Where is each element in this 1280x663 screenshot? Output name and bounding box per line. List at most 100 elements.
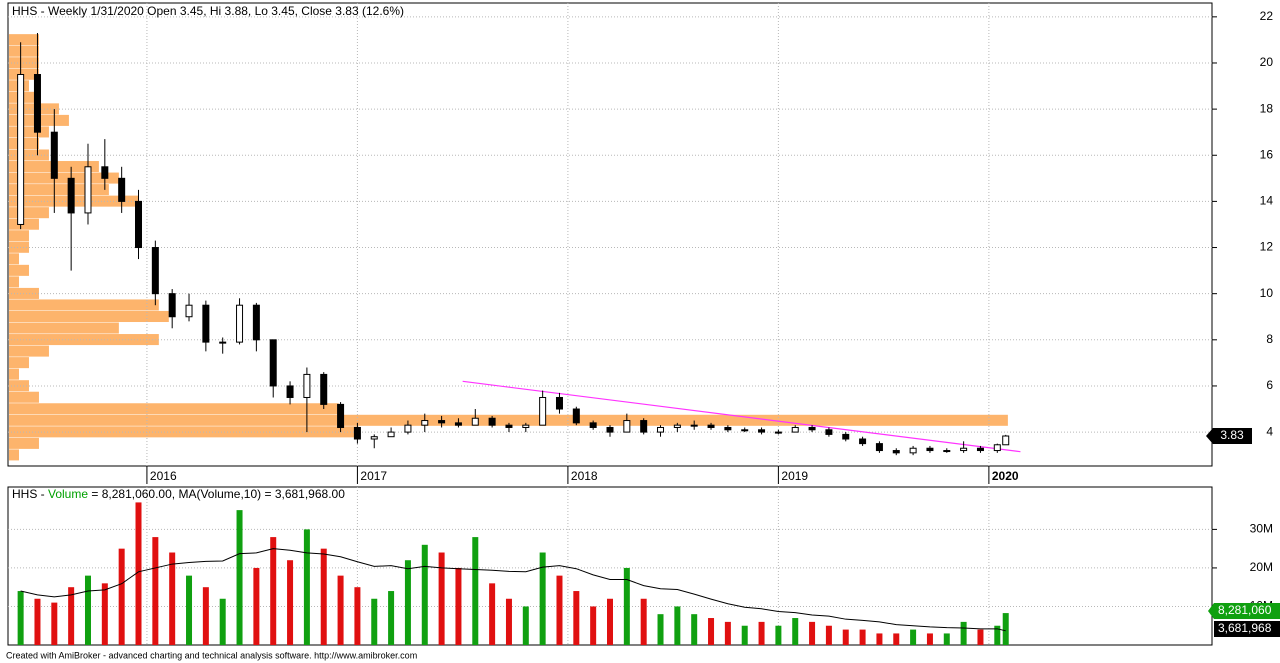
candle-body <box>252 304 260 341</box>
candle-body <box>606 426 614 433</box>
candle-body <box>505 424 513 428</box>
y-tick-label: 12 <box>1260 240 1274 254</box>
volume-bar <box>84 575 91 645</box>
volume-bar <box>741 625 748 645</box>
profile-bar <box>9 368 19 380</box>
candle-body <box>943 450 951 453</box>
volume-bar <box>792 618 799 645</box>
profile-bar <box>9 437 39 449</box>
volume-bar <box>135 502 142 645</box>
profile-bar <box>9 230 29 242</box>
volume-title: HHS - Volume = 8,281,060.00, MA(Volume,1… <box>12 487 345 501</box>
candle-body <box>370 436 378 440</box>
y-tick-label: 22 <box>1260 9 1274 23</box>
candle-body <box>892 450 900 454</box>
y-tick-label: 30M <box>1250 522 1273 536</box>
last-ma-label: 3,681,968 <box>1218 621 1272 635</box>
x-tick-label: 2020 <box>992 469 1019 483</box>
volume-bar <box>421 544 428 645</box>
volume-bar <box>505 598 512 645</box>
volume-bar <box>219 598 226 645</box>
price-title: HHS - Weekly 1/31/2020 Open 3.45, Hi 3.8… <box>12 4 404 18</box>
y-tick-label: 20M <box>1250 560 1273 574</box>
profile-bar <box>9 241 29 253</box>
volume-bar <box>640 598 647 645</box>
price-panel <box>7 2 1213 467</box>
last-volume-marker <box>1208 603 1280 619</box>
profile-bar <box>9 299 159 311</box>
volume-bar <box>68 587 75 645</box>
y-tick-label: 18 <box>1260 101 1274 115</box>
candle-body <box>657 426 665 433</box>
last-price-marker <box>1206 428 1252 445</box>
candle-body <box>825 429 833 435</box>
candle-body <box>404 424 412 433</box>
volume-bar <box>926 633 933 645</box>
profile-bar <box>9 276 19 288</box>
last-volume-label: 8,281,060 <box>1218 603 1272 617</box>
volume-bar <box>186 575 193 645</box>
volume-bar <box>708 618 715 645</box>
profile-bar <box>9 414 1008 426</box>
candle-body <box>976 447 984 452</box>
candle-body <box>724 426 732 431</box>
volume-bar <box>825 625 832 645</box>
volume-bar <box>573 591 580 645</box>
profile-bar <box>9 380 29 392</box>
volume-bar <box>287 560 294 645</box>
candle-body <box>67 177 75 214</box>
candle-body <box>859 438 867 445</box>
volume-bar <box>489 583 496 645</box>
candle-body <box>623 420 631 433</box>
candle-body <box>522 424 530 428</box>
volume-bar <box>1002 613 1009 645</box>
volume-bar <box>758 621 765 645</box>
candle-body <box>791 426 799 433</box>
candle-body <box>135 200 143 249</box>
profile-bar <box>9 264 29 276</box>
profile-bar <box>9 45 39 57</box>
profile-bar <box>9 345 49 357</box>
volume-bar <box>34 598 41 645</box>
x-tick-label: 2018 <box>571 469 598 483</box>
volume-bar <box>842 629 849 645</box>
profile-bar <box>9 207 49 219</box>
volume-bar <box>270 537 277 645</box>
volume-bar <box>169 552 176 645</box>
candle-body <box>219 341 227 344</box>
volume-bar <box>354 587 361 645</box>
volume-bar <box>17 591 24 645</box>
volume-bar <box>236 510 243 645</box>
profile-bar <box>9 253 19 265</box>
candle-body <box>555 396 563 410</box>
volume-bar <box>51 602 58 645</box>
x-tick-label: 2019 <box>781 469 808 483</box>
x-tick-label: 2017 <box>360 469 387 483</box>
candle-body <box>84 166 92 214</box>
candle-body <box>960 447 968 452</box>
labels: 201620172018201920204681012141618202210M… <box>150 9 1280 637</box>
footer: Created with AmiBroker - advanced charti… <box>6 650 417 660</box>
candle-body <box>673 424 681 428</box>
profile-bar <box>9 34 39 46</box>
candle-body <box>33 74 41 133</box>
volume-bar <box>674 606 681 645</box>
profile-bar <box>9 172 119 184</box>
y-tick-label: 8 <box>1266 332 1273 346</box>
profile-bar <box>9 322 119 334</box>
profile-bar <box>9 126 49 138</box>
volume-bar <box>977 629 984 645</box>
x-tick-label: 2016 <box>150 469 177 483</box>
candle-body <box>690 424 698 427</box>
profile-bar <box>9 391 39 403</box>
y-tick-label: 4 <box>1266 424 1273 438</box>
candle-body <box>707 424 715 428</box>
candle-body <box>589 422 597 428</box>
candle-body <box>118 177 126 202</box>
candle-body <box>909 447 917 454</box>
candle-body <box>387 431 395 438</box>
y-tick-label: 14 <box>1260 194 1274 208</box>
volume-bar <box>994 625 1001 645</box>
profile-bar <box>9 184 109 196</box>
